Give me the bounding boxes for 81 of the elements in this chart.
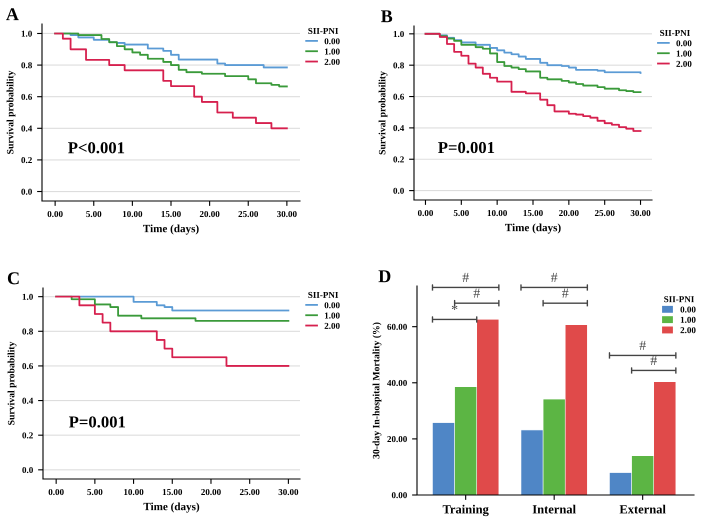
legend-label: 0.00 — [676, 40, 692, 46]
x-axis-title: Time (days) — [505, 223, 561, 234]
y-tick-label: 0.2 — [22, 432, 33, 438]
x-axis-title: Time (days) — [144, 502, 200, 513]
legend-title: SII-PNI — [664, 296, 694, 302]
legend-label: 2.00 — [324, 58, 340, 65]
x-tick-label: External — [620, 504, 666, 514]
x-tick-label: 5.00 — [454, 210, 469, 216]
x-tick-label: 15.00 — [524, 210, 543, 216]
annotation: P=0.001 — [68, 416, 126, 428]
x-tick-label: 25.00 — [240, 488, 260, 496]
x-tick-label: 10.00 — [488, 210, 507, 216]
x-tick-label: 30.00 — [278, 488, 298, 496]
annotation: P<0.001 — [68, 142, 124, 154]
y-tick-label: 0.4 — [21, 125, 32, 132]
x-tick-label: 30.00 — [277, 210, 297, 218]
legend-title: SII-PNI — [308, 292, 338, 298]
y-tick-label: 0.8 — [22, 328, 33, 335]
y-axis-title: Survival probability — [6, 70, 16, 154]
legend-label: 0.00 — [680, 306, 696, 313]
y-tick-label: 0.2 — [393, 156, 404, 163]
y-axis-title: 30-day In-hospital Mortality (%) — [372, 322, 382, 459]
x-tick-label: 25.00 — [238, 210, 258, 218]
x-tick-label: 5.00 — [86, 210, 102, 218]
y-tick-label: 1.0 — [394, 30, 404, 38]
x-tick-label: 10.00 — [122, 210, 142, 218]
annotation: # — [562, 288, 568, 298]
legend-title: SII-PNI — [660, 30, 690, 36]
x-tick-label: 0.00 — [48, 210, 63, 218]
legend-label: 2.00 — [680, 327, 696, 334]
y-tick-label: 0.8 — [393, 62, 404, 68]
y-tick-label: 0.8 — [21, 62, 32, 68]
chart-title: A — [6, 8, 19, 20]
x-tick-label: 10.00 — [124, 488, 144, 496]
annotation: # — [474, 288, 480, 298]
y-tick-label: 60.00 — [387, 324, 407, 330]
y-tick-label: 0.0 — [393, 188, 404, 194]
legend-label: 0.00 — [324, 302, 340, 308]
x-tick-label: 20.00 — [200, 210, 220, 218]
x-tick-label: 20.00 — [559, 210, 579, 216]
chart-title: D — [378, 270, 390, 282]
legend-label: 0.00 — [324, 38, 340, 44]
x-tick-label: Training — [442, 504, 489, 516]
x-tick-label: Internal — [532, 504, 576, 514]
x-axis-title: Time (days) — [143, 224, 199, 235]
text: # — [462, 272, 469, 282]
annotation: # — [650, 356, 657, 365]
y-tick-label: 0.6 — [393, 94, 404, 100]
y-tick-label: 0.6 — [22, 363, 34, 370]
legend-label: 2.00 — [676, 60, 692, 67]
legend-label: 1.00 — [324, 312, 340, 319]
y-tick-label: 0.2 — [21, 157, 32, 164]
x-tick-label: 20.00 — [201, 488, 221, 496]
x-tick-label: 15.00 — [162, 210, 181, 218]
x-tick-label: 5.00 — [87, 488, 102, 496]
legend-label: 1.00 — [324, 48, 340, 55]
legend-label: 1.00 — [680, 316, 696, 323]
legend-label: 1.00 — [676, 50, 692, 57]
y-tick-label: 0.0 — [21, 188, 32, 195]
legend-label: 2.00 — [324, 322, 340, 329]
y-tick-label: 1.0 — [22, 30, 32, 37]
legend-title: SII-PNI — [308, 28, 338, 34]
y-tick-label: 40.00 — [387, 380, 407, 386]
x-tick-label: 30.00 — [630, 210, 650, 216]
x-tick-label: 0.00 — [418, 210, 434, 216]
y-tick-label: 0.4 — [393, 125, 404, 132]
annotation: P=0.001 — [438, 142, 494, 154]
y-tick-label: 0.0 — [22, 466, 33, 474]
x-tick-label: 25.00 — [594, 210, 614, 216]
x-tick-label: 0.00 — [48, 488, 64, 496]
text: # — [550, 272, 558, 282]
y-tick-label: 0.6 — [21, 94, 32, 100]
x-tick-label: 15.00 — [162, 488, 182, 496]
chart-title: B — [380, 10, 392, 22]
y-axis-title: Survival probability — [378, 71, 388, 154]
y-tick-label: 0.4 — [22, 398, 34, 404]
y-axis-title: Survival probability — [8, 342, 16, 425]
annotation: # — [639, 340, 646, 350]
y-tick-label: 1.0 — [22, 294, 33, 300]
chart-title: C — [8, 272, 19, 284]
y-tick-label: 20.00 — [387, 436, 407, 442]
